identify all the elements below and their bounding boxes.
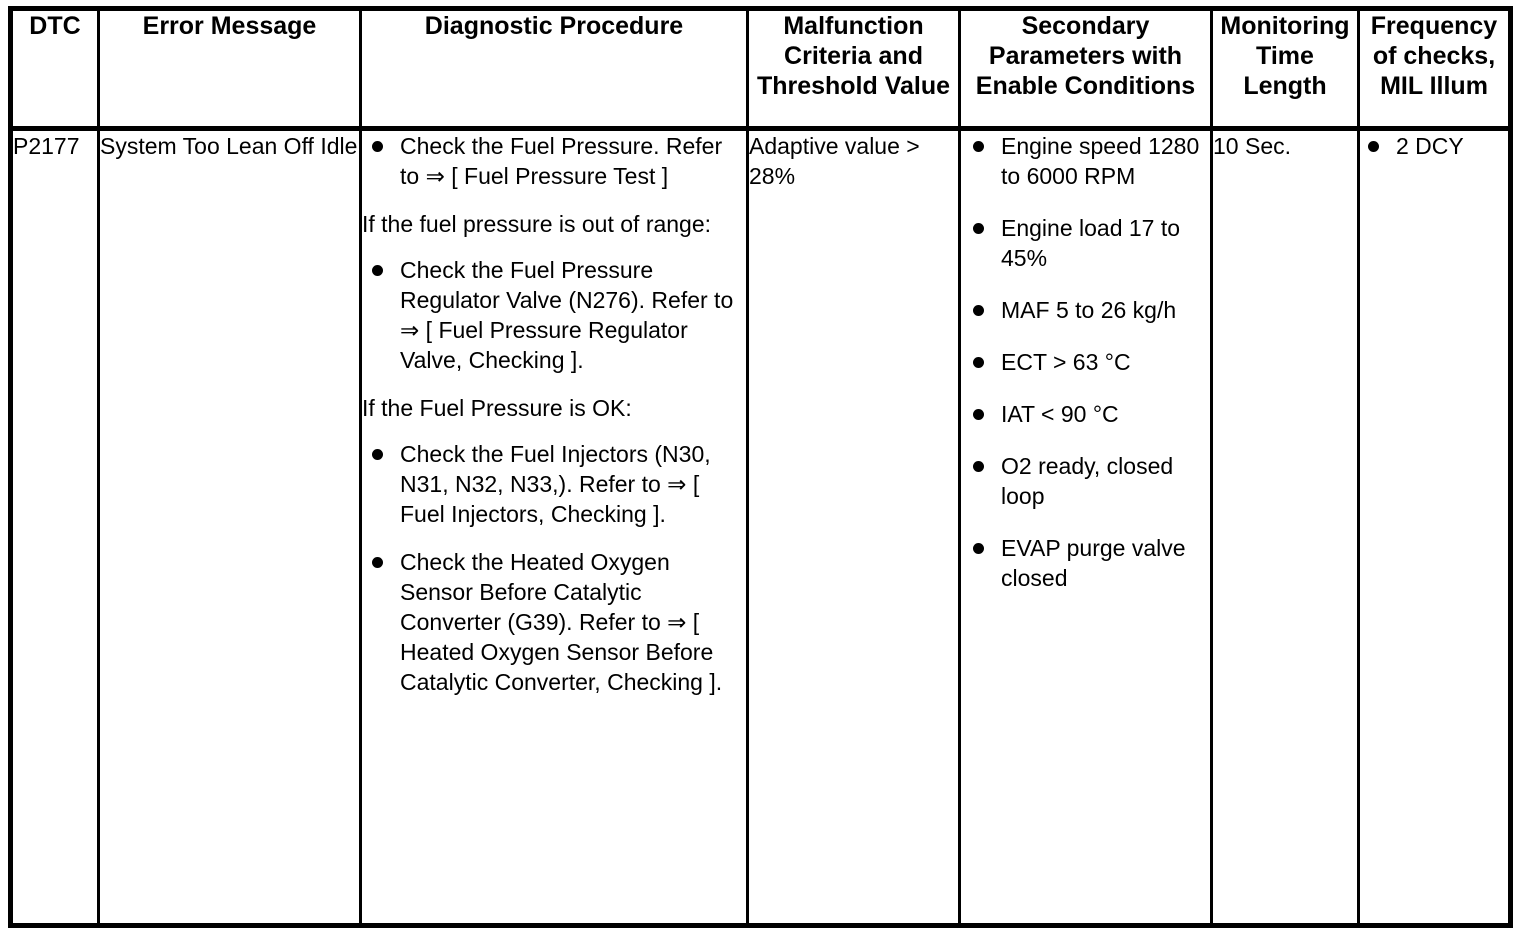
table-header-row: DTC Error Message Diagnostic Procedure M… — [9, 8, 1512, 131]
list-item-text: ECT > 63 °C — [1001, 349, 1131, 375]
list-item-text: Engine speed 1280 to 6000 RPM — [1001, 133, 1200, 189]
bullet-dot-icon — [973, 409, 984, 420]
procedure-group-1: Check the Fuel Pressure. Refer to ⇒ [ Fu… — [362, 131, 746, 191]
list-item-text: Engine load 17 to 45% — [1001, 215, 1181, 271]
bullet-dot-icon — [973, 461, 984, 472]
dtc-diagnostic-table: DTC Error Message Diagnostic Procedure M… — [8, 6, 1513, 928]
cell-dtc-code: P2177 — [9, 128, 100, 926]
secondary-parameters-list: Engine speed 1280 to 6000 RPM Engine loa… — [961, 131, 1210, 593]
list-item: Engine load 17 to 45% — [961, 213, 1210, 273]
list-item: MAF 5 to 26 kg/h — [961, 295, 1210, 325]
bullet-dot-icon — [973, 543, 984, 554]
procedure-paragraph-2: If the Fuel Pressure is OK: — [362, 395, 632, 421]
cell-frequency-of-checks: 2 DCY — [1357, 128, 1512, 926]
list-item: Check the Heated Oxygen Sensor Before Ca… — [362, 547, 746, 697]
frequency-list: 2 DCY — [1360, 131, 1508, 161]
cell-monitoring-time-length: 10 Sec. — [1210, 128, 1360, 926]
list-item-text: Check the Fuel Pressure Regulator Valve … — [400, 257, 734, 373]
bullet-dot-icon — [372, 141, 383, 152]
list-item-text: IAT < 90 °C — [1001, 401, 1119, 427]
cell-secondary-parameters: Engine speed 1280 to 6000 RPM Engine loa… — [958, 128, 1213, 926]
bullet-dot-icon — [973, 305, 984, 316]
cell-diagnostic-procedure: Check the Fuel Pressure. Refer to ⇒ [ Fu… — [359, 128, 749, 926]
table-header: DTC Error Message Diagnostic Procedure M… — [9, 8, 1512, 131]
list-item: Check the Fuel Pressure Regulator Valve … — [362, 255, 746, 375]
cell-error-message: System Too Lean Off Idle — [97, 128, 362, 926]
cell-malfunction-criteria: Adaptive value > 28% — [746, 128, 961, 926]
procedure-group-3: If the Fuel Pressure is OK: Check the Fu… — [362, 393, 746, 697]
procedure-group-2: If the fuel pressure is out of range: Ch… — [362, 209, 746, 375]
bullet-dot-icon — [1368, 141, 1379, 152]
list-item-text: Check the Heated Oxygen Sensor Before Ca… — [400, 549, 723, 695]
list-item: IAT < 90 °C — [961, 399, 1210, 429]
column-header-error-message: Error Message — [97, 8, 362, 131]
column-header-diagnostic-procedure: Diagnostic Procedure — [359, 8, 749, 131]
bullet-dot-icon — [372, 449, 383, 460]
procedure-paragraph-1: If the fuel pressure is out of range: — [362, 211, 712, 237]
list-item: O2 ready, closed loop — [961, 451, 1210, 511]
column-header-monitoring-time: Monitoring Time Length — [1210, 8, 1360, 131]
column-header-frequency-of-checks: Frequency of checks, MIL Illum — [1357, 8, 1512, 131]
list-item: EVAP purge valve closed — [961, 533, 1210, 593]
list-item-text: Check the Fuel Pressure. Refer to ⇒ [ Fu… — [400, 133, 723, 189]
list-item: Engine speed 1280 to 6000 RPM — [961, 131, 1210, 191]
list-item: Check the Fuel Pressure. Refer to ⇒ [ Fu… — [362, 131, 746, 191]
table-body: P2177 System Too Lean Off Idle Check the… — [9, 128, 1512, 926]
list-item-text: Check the Fuel Injectors (N30, N31, N32,… — [400, 441, 711, 527]
column-header-malfunction-criteria: Malfunction Criteria and Threshold Value — [746, 8, 961, 131]
procedure-block: Check the Fuel Pressure. Refer to ⇒ [ Fu… — [362, 131, 746, 697]
bullet-dot-icon — [372, 265, 383, 276]
procedure-bullet-list-3: Check the Fuel Injectors (N30, N31, N32,… — [362, 439, 746, 697]
bullet-dot-icon — [372, 557, 383, 568]
column-header-dtc: DTC — [9, 8, 100, 131]
bullet-dot-icon — [973, 141, 984, 152]
list-item-text: 2 DCY — [1396, 133, 1464, 159]
list-item-text: EVAP purge valve closed — [1001, 535, 1186, 591]
bullet-dot-icon — [973, 357, 984, 368]
procedure-bullet-list-2: Check the Fuel Pressure Regulator Valve … — [362, 255, 746, 375]
procedure-bullet-list-1: Check the Fuel Pressure. Refer to ⇒ [ Fu… — [362, 131, 746, 191]
column-header-secondary-parameters: Secondary Parameters with Enable Conditi… — [958, 8, 1213, 131]
list-item-text: O2 ready, closed loop — [1001, 453, 1174, 509]
list-item: Check the Fuel Injectors (N30, N31, N32,… — [362, 439, 746, 529]
bullet-dot-icon — [973, 223, 984, 234]
list-item: 2 DCY — [1360, 131, 1508, 161]
table-row: P2177 System Too Lean Off Idle Check the… — [9, 128, 1512, 926]
list-item-text: MAF 5 to 26 kg/h — [1001, 297, 1177, 323]
list-item: ECT > 63 °C — [961, 347, 1210, 377]
